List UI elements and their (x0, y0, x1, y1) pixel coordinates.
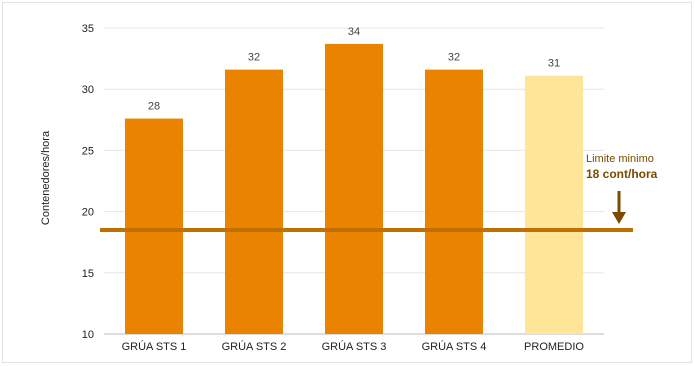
y-axis-label: Contenedores/hora (40, 130, 52, 225)
down-arrow-icon (612, 191, 626, 224)
x-tick-label: GRÚA STS 3 (322, 340, 387, 353)
y-tick-label: 15 (82, 268, 94, 280)
bar (525, 75, 583, 335)
x-tick-label: PROMEDIO (524, 341, 584, 353)
bar (325, 43, 383, 335)
data-label: 32 (448, 52, 460, 64)
y-tick-label: 25 (82, 145, 94, 157)
bar (225, 69, 283, 334)
y-tick-label: 10 (82, 329, 94, 341)
bar (125, 118, 183, 335)
x-tick-label: GRÚA STS 2 (222, 340, 287, 353)
data-label: 34 (348, 26, 360, 38)
y-tick-label: 30 (82, 84, 94, 96)
y-tick-label: 20 (82, 207, 94, 219)
bar (425, 69, 483, 334)
annotation-value: 18 cont/hora (586, 167, 658, 181)
data-label: 32 (248, 52, 260, 64)
annotation-title: Limite minimo (586, 153, 654, 165)
x-tick-label: GRÚA STS 4 (422, 340, 487, 353)
y-tick-label: 35 (82, 23, 94, 35)
data-label: 28 (148, 101, 160, 113)
x-tick-label: GRÚA STS 1 (122, 340, 187, 353)
data-label: 31 (548, 58, 560, 70)
